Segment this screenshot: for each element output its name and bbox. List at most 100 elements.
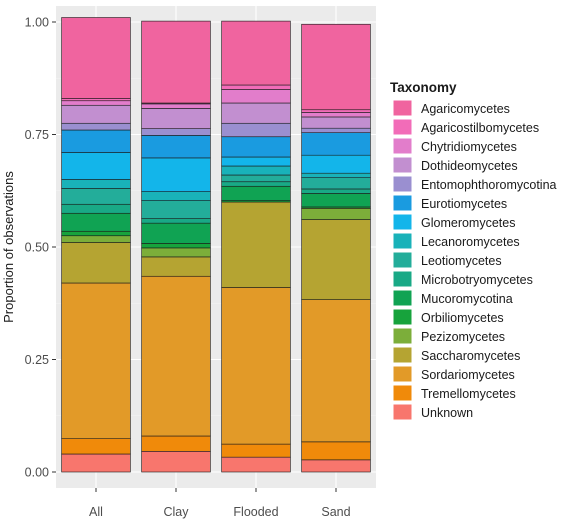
x-tick-label: Flooded <box>233 505 278 519</box>
y-tick-label: 0.75 <box>25 128 49 142</box>
bar-segment-clay-chytridiomycetes <box>141 103 211 109</box>
bar-segment-sand-mucoromycotina <box>301 193 371 208</box>
bar-segment-clay-lecanoromycetes <box>141 191 211 201</box>
y-tick-label: 0.50 <box>25 241 49 255</box>
bar-segment-clay-leotiomycetes <box>141 200 211 219</box>
bar-segment-clay-pezizomycetes <box>141 247 211 258</box>
legend-label-entomophthoromycotina: Entomophthoromycotina <box>421 178 557 192</box>
legend: Taxonomy Agaricomycetes Agaricostilbomyce… <box>390 80 557 421</box>
bar-segment-all-saccharomycetes <box>61 242 131 284</box>
bar-segment-all-unknown <box>61 453 131 473</box>
legend-key-saccharomycetes <box>392 346 413 364</box>
legend-key-orbiliomycetes <box>392 308 413 326</box>
legend-key-chytridiomycetes <box>392 137 413 155</box>
legend-label-sordariomycetes: Sordariomycetes <box>421 368 515 382</box>
bar-segment-flooded-eurotiomycetes <box>221 136 291 158</box>
legend-key-pezizomycetes <box>392 327 413 345</box>
bar-segment-flooded-dothideomycetes <box>221 102 291 124</box>
bar-segment-all-lecanoromycetes <box>61 179 131 189</box>
legend-label-glomeromycetes: Glomeromycetes <box>421 216 515 230</box>
bar-segment-flooded-entomophthoromycotina <box>221 122 291 138</box>
bar-segment-sand-entomophthoromycotina <box>301 127 371 133</box>
bar-segment-flooded-lecanoromycetes <box>221 165 291 176</box>
legend-key-sordariomycetes <box>392 365 413 383</box>
bar-segment-all-dothideomycetes <box>61 104 131 124</box>
legend-label-saccharomycetes: Saccharomycetes <box>421 349 520 363</box>
bar-segment-sand-saccharomycetes <box>301 219 371 300</box>
bar-segment-all-chytridiomycetes <box>61 100 131 106</box>
legend-label-pezizomycetes: Pezizomycetes <box>421 330 505 344</box>
bar-segment-all-glomeromycetes <box>61 152 131 180</box>
bar-segment-flooded-leotiomycetes <box>221 174 291 183</box>
bar-segment-sand-eurotiomycetes <box>301 132 371 156</box>
bar-segment-flooded-glomeromycetes <box>221 156 291 167</box>
bar-segment-sand-agaricostilbomycetes <box>301 109 371 113</box>
bar-segment-flooded-microbotryomycetes <box>221 181 291 187</box>
bar-segment-all-entomophthoromycotina <box>61 122 131 131</box>
legend-label-agaricomycetes: Agaricomycetes <box>421 102 510 116</box>
bar-segment-sand-tremellomycetes <box>301 441 371 461</box>
legend-key-agaricomycetes <box>392 99 413 117</box>
y-tick-label: 0.25 <box>25 353 49 367</box>
bar-segment-clay-saccharomycetes <box>141 256 211 277</box>
bar-segment-flooded-tremellomycetes <box>221 443 291 458</box>
x-tick-label: Sand <box>321 505 350 519</box>
bar-segment-clay-tremellomycetes <box>141 435 211 452</box>
bar-segment-flooded-agaricomycetes <box>221 20 291 86</box>
bar-segment-all-tremellomycetes <box>61 438 131 455</box>
bar-segment-all-agaricostilbomycetes <box>61 98 131 102</box>
y-tick-label: 1.00 <box>25 16 49 30</box>
y-axis: 0.00 0.25 0.50 0.75 1.00 <box>25 16 56 480</box>
bar-segment-all-pezizomycetes <box>61 235 131 243</box>
legend-label-lecanoromycetes: Lecanoromycetes <box>421 235 520 249</box>
bar-segment-clay-glomeromycetes <box>141 157 211 192</box>
bar-segment-all-mucoromycotina <box>61 212 131 232</box>
bar-segment-clay-dothideomycetes <box>141 108 211 129</box>
bar-segment-clay-entomophthoromycotina <box>141 128 211 136</box>
bar-segment-clay-unknown <box>141 450 211 473</box>
bar-segment-all-orbiliomycetes <box>61 230 131 237</box>
bar-segment-clay-microbotryomycetes <box>141 218 211 224</box>
legend-label-orbiliomycetes: Orbiliomycetes <box>421 311 504 325</box>
bars <box>61 17 371 473</box>
legend-label-leotiomycetes: Leotiomycetes <box>421 254 502 268</box>
legend-key-glomeromycetes <box>392 213 413 231</box>
bar-segment-sand-microbotryomycetes <box>301 188 371 194</box>
legend-label-microbotryomycetes: Microbotryomycetes <box>421 273 533 287</box>
bar-segment-sand-leotiomycetes <box>301 177 371 190</box>
bar-segment-sand-chytridiomycetes <box>301 112 371 118</box>
bar-segment-flooded-mucoromycotina <box>221 185 291 201</box>
bar-segment-flooded-unknown <box>221 456 291 473</box>
legend-key-microbotryomycetes <box>392 270 413 288</box>
bar-segment-flooded-sordariomycetes <box>221 287 291 445</box>
legend-key-unknown <box>392 403 413 421</box>
legend-key-mucoromycotina <box>392 289 413 307</box>
legend-key-agaricostilbomycetes <box>392 118 413 136</box>
legend-label-eurotiomycetes: Eurotiomycetes <box>421 197 507 211</box>
y-tick-label: 0.00 <box>25 466 49 480</box>
bar-segment-clay-eurotiomycetes <box>141 135 211 159</box>
bar-segment-all-leotiomycetes <box>61 188 131 205</box>
legend-title: Taxonomy <box>390 80 457 95</box>
bar-segment-flooded-chytridiomycetes <box>221 89 291 104</box>
legend-key-leotiomycetes <box>392 251 413 269</box>
bar-segment-all-sordariomycetes <box>61 282 131 439</box>
bar-segment-sand-pezizomycetes <box>301 208 371 220</box>
bar-segment-all-eurotiomycetes <box>61 129 131 153</box>
x-axis: All Clay Flooded Sand <box>89 488 351 519</box>
legend-key-tremellomycetes <box>392 384 413 402</box>
bar-segment-sand-agaricomycetes <box>301 23 371 111</box>
bar-segment-sand-unknown <box>301 459 371 473</box>
legend-label-mucoromycotina: Mucoromycotina <box>421 292 513 306</box>
legend-label-unknown: Unknown <box>421 406 473 420</box>
legend-key-dothideomycetes <box>392 156 413 174</box>
bar-segment-clay-orbiliomycetes <box>141 243 211 249</box>
legend-key-entomophthoromycotina <box>392 175 413 193</box>
legend-label-tremellomycetes: Tremellomycetes <box>421 387 516 401</box>
legend-label-agaricostilbomycetes: Agaricostilbomycetes <box>421 121 539 135</box>
bar-segment-flooded-saccharomycetes <box>221 201 291 288</box>
legend-key-eurotiomycetes <box>392 194 413 212</box>
bar-segment-clay-agaricomycetes <box>141 20 211 104</box>
bar-segment-all-agaricomycetes <box>61 17 131 99</box>
legend-key-lecanoromycetes <box>392 232 413 250</box>
